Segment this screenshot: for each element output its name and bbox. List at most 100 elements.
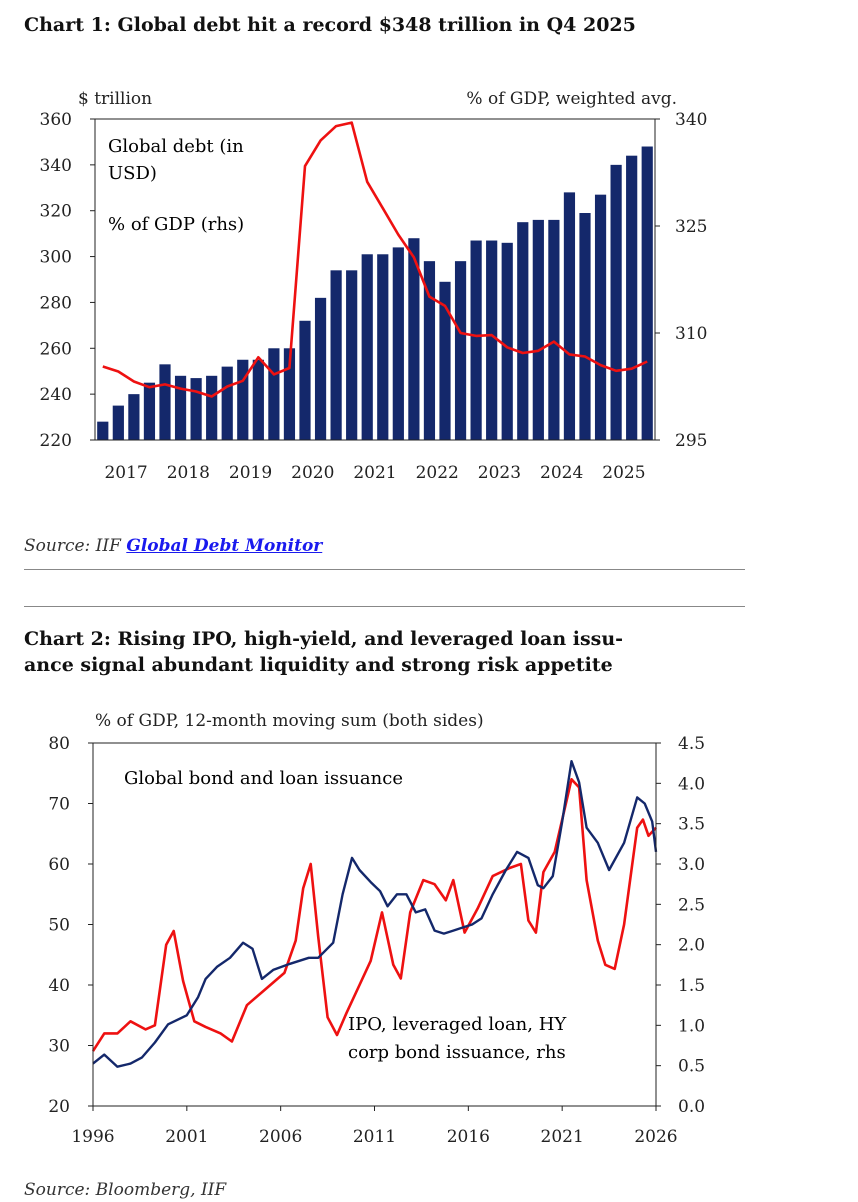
- chart2-right-tick-label: 4.5: [678, 734, 705, 754]
- chart2-x-tick-label: 1996: [71, 1127, 114, 1147]
- chart1-bar: [392, 247, 404, 440]
- chart1-x-tick-label: 2025: [602, 463, 645, 483]
- chart1-bar: [174, 375, 187, 440]
- chart2-right-tick-label: 4.0: [678, 774, 705, 794]
- chart1-bar: [579, 213, 591, 440]
- chart1-bar: [470, 240, 482, 440]
- chart2-frame: [92, 742, 657, 1107]
- global-debt-monitor-link[interactable]: Global Debt Monitor: [126, 536, 323, 556]
- chart2-red-line: [91, 778, 657, 1052]
- chart2-right-tick-label: 2.0: [678, 936, 705, 956]
- chart1-bar: [408, 238, 420, 440]
- chart1-bar: [221, 366, 233, 440]
- chart1-bar: [439, 281, 451, 440]
- chart1-right-tick-label: 325: [675, 217, 707, 237]
- chart1-bar: [314, 297, 327, 440]
- divider-2: [24, 606, 745, 607]
- chart1-bar: [237, 359, 249, 440]
- chart1-left-tick-label: 240: [40, 385, 72, 405]
- chart2-right-tick-label: 1.0: [678, 1016, 705, 1036]
- chart1-x-tick-label: 2018: [167, 463, 210, 483]
- chart2-x-tick-label: 2006: [259, 1127, 302, 1147]
- chart1-bar: [517, 222, 529, 440]
- chart1-bar: [377, 254, 389, 440]
- chart1-frame: [94, 118, 656, 441]
- chart1-bar: [501, 242, 513, 440]
- chart1-x-tick-label: 2020: [291, 463, 334, 483]
- chart1-bar: [486, 240, 498, 440]
- chart1-bar-series-label-cont: USD): [108, 163, 157, 184]
- chart2-right-tick-label: 3.0: [678, 855, 705, 875]
- chart1-left-tick-label: 340: [40, 156, 72, 176]
- chart2-x-tick-label: 2001: [165, 1127, 208, 1147]
- chart2-x-tick-label: 2011: [353, 1127, 396, 1147]
- chart2-left-tick-label: 80: [48, 734, 70, 754]
- chart1-x-tick-label: 2022: [416, 463, 459, 483]
- chart2-left-tick-label: 30: [48, 1037, 70, 1057]
- chart1-x-tick-label: 2023: [478, 463, 521, 483]
- chart2-subtitle: % of GDP, 12-month moving sum (both side…: [95, 711, 484, 731]
- chart1-title: Chart 1: Global debt hit a record $348 t…: [24, 14, 636, 36]
- chart1-bar: [143, 382, 156, 440]
- chart2-title-line1: Chart 2: Rising IPO, high-yield, and lev…: [24, 628, 624, 650]
- chart1-bar: [159, 364, 171, 440]
- chart1-x-tick-label: 2021: [353, 463, 396, 483]
- chart1-bar: [548, 219, 560, 440]
- chart1-left-tick-label: 320: [40, 202, 72, 222]
- chart2-left-tick-label: 70: [48, 795, 70, 815]
- chart1-x-tick-label: 2024: [540, 463, 583, 483]
- chart1-bar: [346, 270, 358, 440]
- chart1-bar: [594, 194, 607, 440]
- chart1-bar-series-label: Global debt (in: [108, 136, 244, 157]
- chart2-x-tick-label: 2026: [634, 1127, 677, 1147]
- chart2-left-tick-label: 50: [48, 916, 70, 936]
- chart2-right-tick-label: 3.5: [678, 815, 705, 835]
- chart2-title-line2: ance signal abundant liquidity and stron…: [24, 654, 613, 676]
- chart1-bar: [206, 375, 218, 440]
- chart1-x-tick-label: 2019: [229, 463, 272, 483]
- chart1-bar: [563, 192, 576, 440]
- chart1-left-tick-label: 260: [40, 339, 72, 359]
- chart1-bar: [299, 320, 311, 440]
- chart1-bar: [626, 155, 638, 440]
- chart2-red-series-label: IPO, leveraged loan, HY: [348, 1014, 567, 1035]
- chart1-line-series-label: % of GDP (rhs): [108, 214, 244, 235]
- chart1-bar: [361, 254, 373, 440]
- chart1-right-tick-label: 310: [675, 324, 707, 344]
- chart1-right-axis-label: % of GDP, weighted avg.: [466, 89, 677, 109]
- chart1-right-tick-label: 295: [675, 431, 707, 451]
- chart1-left-tick-label: 280: [40, 293, 72, 313]
- chart1-x-tick-label: 2017: [104, 463, 147, 483]
- chart2-navy-line: [92, 759, 658, 1068]
- chart1-left-tick-label: 360: [40, 110, 72, 130]
- chart1-gdp-line: [102, 121, 648, 398]
- chart1-bar: [97, 421, 109, 440]
- chart1-bar: [454, 261, 467, 440]
- chart1-right-tick-label: 340: [675, 110, 707, 130]
- chart2-right-tick-label: 2.5: [678, 895, 705, 915]
- chart1-source: Source: IIF Global Debt Monitor: [24, 536, 323, 556]
- chart2-svg: % of GDP, 12-month moving sum (both side…: [48, 711, 705, 1147]
- chart1-bar: [283, 348, 296, 440]
- chart1-bar: [532, 219, 544, 440]
- chart1-bar: [330, 270, 342, 440]
- chart1-bar: [252, 359, 264, 440]
- chart1-bar: [112, 405, 124, 440]
- chart2-right-tick-label: 0.0: [678, 1097, 705, 1117]
- chart2-right-tick-label: 1.5: [678, 976, 705, 996]
- chart1-bar: [190, 378, 202, 440]
- chart2-left-tick-label: 40: [48, 976, 70, 996]
- chart1-bar: [641, 146, 653, 440]
- chart1-bar: [128, 394, 140, 440]
- chart1-svg: $ trillion % of GDP, weighted avg. 220 24…: [40, 89, 708, 483]
- chart2-x-tick-label: 2021: [541, 1127, 584, 1147]
- chart2-source: Source: Bloomberg, IIF: [24, 1180, 227, 1200]
- chart2-red-series-label-cont: corp bond issuance, rhs: [348, 1042, 566, 1063]
- chart2-x-tick-label: 2016: [447, 1127, 490, 1147]
- chart1-bar: [610, 164, 622, 440]
- chart2-title: Chart 2: Rising IPO, high-yield, and lev…: [24, 626, 623, 678]
- chart2-left-tick-label: 60: [48, 855, 70, 875]
- chart1-left-tick-label: 300: [40, 248, 72, 268]
- chart1-left-tick-label: 220: [40, 431, 72, 451]
- chart1-bar: [423, 261, 436, 440]
